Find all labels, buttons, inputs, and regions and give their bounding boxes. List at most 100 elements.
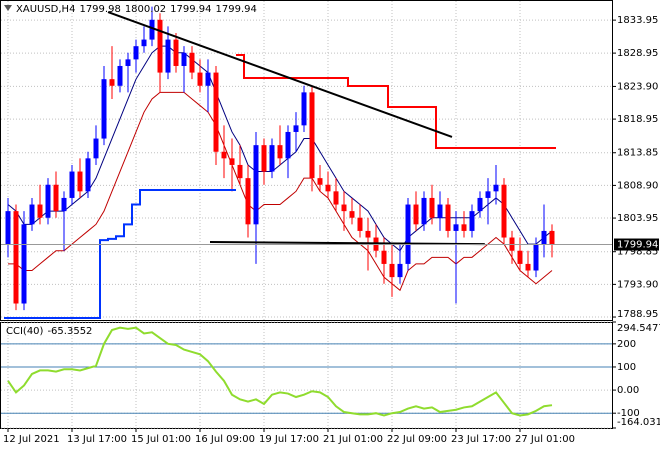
- candle-body: [93, 138, 99, 159]
- candle-body: [453, 224, 459, 231]
- x-tick-label: 15 Jul 01:00: [131, 434, 191, 445]
- candle-body: [117, 65, 123, 86]
- candle-body: [53, 184, 59, 212]
- candle-body: [485, 191, 491, 198]
- candle-body: [237, 164, 243, 179]
- candle-body: [445, 204, 451, 231]
- y-tick-label: 1803.95: [617, 213, 658, 224]
- candle-body: [221, 151, 227, 159]
- candle-body: [477, 197, 483, 212]
- candle-body: [245, 178, 251, 225]
- candle-body: [157, 19, 163, 73]
- y-tick-label: 100: [617, 362, 636, 373]
- x-tick-label: 19 Jul 17:00: [259, 434, 319, 445]
- candle-body: [141, 39, 147, 47]
- y-tick-label: 1808.90: [617, 180, 658, 191]
- y-tick-label: 1823.90: [617, 81, 658, 92]
- candle-body: [253, 145, 259, 225]
- candle-body: [549, 230, 555, 245]
- candle-body: [125, 59, 131, 66]
- candle-body: [77, 171, 83, 192]
- trendline: [107, 11, 453, 138]
- y-tick-label: 294.5477: [617, 323, 660, 334]
- candle-body: [461, 224, 467, 231]
- step-line: [4, 189, 236, 320]
- header-open: 1799.98: [79, 4, 120, 15]
- candle-body: [357, 217, 363, 231]
- candle-body: [165, 39, 171, 73]
- x-tick-label: 27 Jul 01:00: [515, 434, 575, 445]
- candle-body: [181, 52, 187, 66]
- y-tick-label: -164.0316: [617, 417, 660, 428]
- candle-body: [285, 131, 291, 159]
- candle-body: [301, 92, 307, 126]
- candle-body: [501, 184, 507, 238]
- candle-body: [197, 72, 203, 86]
- y-tick-label: -100: [617, 408, 640, 419]
- candle-body: [29, 204, 35, 225]
- candle-body: [133, 46, 139, 60]
- candle-body: [61, 197, 67, 212]
- symbol: XAUUSD,H4: [16, 4, 75, 15]
- candle-body: [437, 204, 443, 218]
- candle-body: [173, 39, 179, 66]
- header-low: 1799.94: [170, 4, 211, 15]
- candle-body: [341, 204, 347, 212]
- candle-body: [189, 52, 195, 73]
- cci-title: CCI(40): [6, 326, 44, 337]
- candle-body: [365, 230, 371, 238]
- y-tick-label: 1793.90: [617, 279, 658, 290]
- candle-body: [269, 145, 275, 172]
- candle-body: [45, 184, 51, 218]
- candle-body: [5, 211, 11, 245]
- y-tick-label: 0.00: [617, 385, 639, 396]
- candle-body: [229, 158, 235, 165]
- candle-body: [333, 191, 339, 205]
- candle-body: [421, 197, 427, 225]
- candle-body: [69, 171, 75, 198]
- candle-body: [389, 263, 395, 278]
- y-tick-label: 1828.95: [617, 48, 658, 59]
- candle-body: [493, 184, 499, 192]
- candle-body: [261, 145, 267, 172]
- cci-header: CCI(40) -65.3552: [6, 326, 92, 337]
- y-tick-label: 1813.85: [617, 148, 658, 159]
- x-tick-label: 12 Jul 2021: [3, 434, 60, 445]
- candle-body: [37, 204, 43, 218]
- candle-body: [429, 197, 435, 218]
- y-tick-label: 1788.95: [617, 309, 658, 320]
- candle-body: [309, 92, 315, 179]
- x-tick-label: 21 Jul 01:00: [323, 434, 383, 445]
- candle-body: [277, 145, 283, 159]
- candle-body: [525, 263, 531, 271]
- cci-value: -65.3552: [47, 326, 92, 337]
- candle-body: [85, 158, 91, 192]
- candle-body: [101, 79, 107, 139]
- candle-body: [205, 72, 211, 86]
- candle-body: [469, 211, 475, 231]
- candle-body: [405, 204, 411, 264]
- indicator-line: [8, 91, 553, 292]
- symbol-header: XAUUSD,H4 1799.98 1800.02 1799.94 1799.94: [16, 4, 257, 15]
- cci-line: [7, 326, 553, 417]
- x-tick-label: 13 Jul 17:00: [67, 434, 127, 445]
- candle-body: [541, 230, 547, 245]
- candle-body: [517, 250, 523, 264]
- x-tick-label: 16 Jul 09:00: [195, 434, 255, 445]
- x-tick-label: 23 Jul 17:00: [451, 434, 511, 445]
- step-line: [236, 54, 556, 149]
- y-tick-label: 1798.85: [617, 247, 658, 258]
- candle-body: [149, 19, 155, 40]
- current-price-label: 1799.94: [617, 240, 658, 251]
- price-panel-frame: [0, 0, 613, 321]
- candle-body: [397, 263, 403, 278]
- header-high: 1800.02: [125, 4, 166, 15]
- candle-body: [213, 72, 219, 152]
- candle-body: [109, 79, 115, 86]
- x-tick-label: 22 Jul 09:00: [387, 434, 447, 445]
- y-tick-label: 1833.95: [617, 15, 658, 26]
